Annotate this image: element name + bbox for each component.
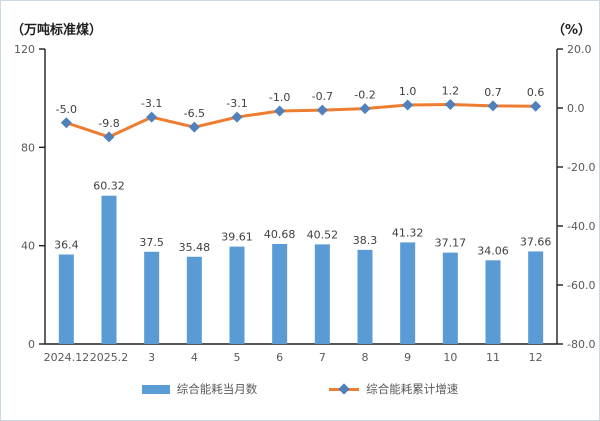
x-axis-category-label: 3 (148, 351, 155, 364)
line-data-label: 0.6 (527, 86, 545, 99)
bar (442, 252, 458, 344)
line-series-swatch-icon (329, 383, 360, 395)
right-axis-tick-label: -80.0 (567, 338, 595, 351)
line-marker-diamond-icon (487, 100, 499, 112)
line-marker-diamond-icon (402, 99, 414, 111)
line-marker-diamond-icon (60, 117, 72, 129)
line-marker-diamond-icon (274, 105, 286, 117)
line-marker-diamond-icon (146, 111, 158, 123)
bar-data-label: 34.06 (477, 244, 509, 257)
line-marker-diamond-icon (530, 100, 542, 112)
line-data-label: -6.5 (184, 107, 205, 120)
x-axis-category-label: 10 (443, 351, 457, 364)
left-axis-tick-label: 40 (21, 240, 35, 253)
left-axis-title: （万吨标准煤） (11, 23, 103, 38)
line-marker-diamond-icon (103, 131, 115, 143)
bar-data-label: 39.61 (221, 231, 253, 244)
line-marker-diamond-icon (231, 111, 243, 123)
bar (485, 260, 501, 344)
line-data-label: -1.0 (269, 91, 290, 104)
right-axis-tick-label: -60.0 (567, 279, 595, 292)
bar (528, 251, 544, 344)
left-axis-tick-label: 80 (21, 141, 35, 154)
left-axis-tick-label: 120 (14, 43, 35, 56)
line-data-label: -0.2 (354, 89, 375, 102)
line-marker-diamond-icon (359, 103, 371, 115)
x-axis-category-label: 4 (191, 351, 198, 364)
x-axis-category-label: 9 (404, 351, 411, 364)
legend-label-bar-series: 综合能耗当月数 (176, 382, 258, 396)
right-axis-title: （%） (551, 23, 591, 38)
line-data-label: -3.1 (141, 97, 162, 110)
line-data-label: 1.0 (399, 85, 417, 98)
bar-data-label: 40.68 (264, 228, 296, 241)
chart-legend: 综合能耗当月数 综合能耗累计增速 (1, 381, 599, 397)
bar-data-label: 40.52 (307, 228, 339, 241)
bar (58, 254, 74, 344)
line-marker-diamond-icon (316, 104, 328, 116)
x-axis-category-label: 8 (362, 351, 369, 364)
legend-item-bar-series: 综合能耗当月数 (141, 381, 258, 397)
bar-data-label: 36.4 (54, 239, 79, 252)
line-data-label: -3.1 (226, 97, 247, 110)
trend-line (64, 102, 538, 139)
right-axis-tick-label: 0.0 (567, 102, 585, 115)
line-data-label: -9.8 (98, 117, 119, 130)
legend-item-line-series: 综合能耗累计增速 (329, 381, 458, 397)
bar (357, 249, 373, 344)
x-axis-category-label: 2025.2 (90, 351, 129, 364)
bar-data-label: 60.32 (93, 180, 125, 193)
left-axis-tick-label: 0 (28, 338, 35, 351)
bar-series-swatch-icon (141, 384, 170, 394)
line-data-label: -5.0 (56, 103, 77, 116)
x-axis-category-label: 7 (319, 351, 326, 364)
x-axis-category-label: 2024.12 (44, 351, 90, 364)
right-axis-tick-label: -40.0 (567, 220, 595, 233)
legend-label-line-series: 综合能耗累计增速 (366, 382, 459, 396)
bar (186, 256, 202, 344)
line-marker-diamond-icon (188, 121, 200, 133)
x-axis-category-label: 11 (486, 351, 500, 364)
bar (400, 242, 416, 344)
bar-data-label: 41.32 (392, 226, 424, 239)
bar (314, 244, 330, 344)
bar (101, 195, 117, 344)
bar-data-label: 37.66 (520, 235, 552, 248)
bar (144, 251, 160, 344)
line-data-label: 1.2 (442, 84, 460, 97)
bar (229, 246, 245, 344)
right-axis-tick-label: 20.0 (567, 43, 592, 56)
bar (272, 243, 288, 344)
bar-data-label: 35.48 (179, 241, 211, 254)
line-data-label: -0.7 (312, 90, 333, 103)
bar-data-label: 38.3 (353, 234, 378, 247)
right-axis-tick-label: -20.0 (567, 161, 595, 174)
x-axis-category-label: 5 (234, 351, 241, 364)
x-axis-category-label: 6 (276, 351, 283, 364)
x-axis-category-label: 12 (529, 351, 543, 364)
line-marker-diamond-icon (444, 98, 456, 110)
line-data-label: 0.7 (484, 86, 502, 99)
bar-data-label: 37.17 (435, 237, 467, 250)
bar-data-label: 37.5 (139, 236, 164, 249)
